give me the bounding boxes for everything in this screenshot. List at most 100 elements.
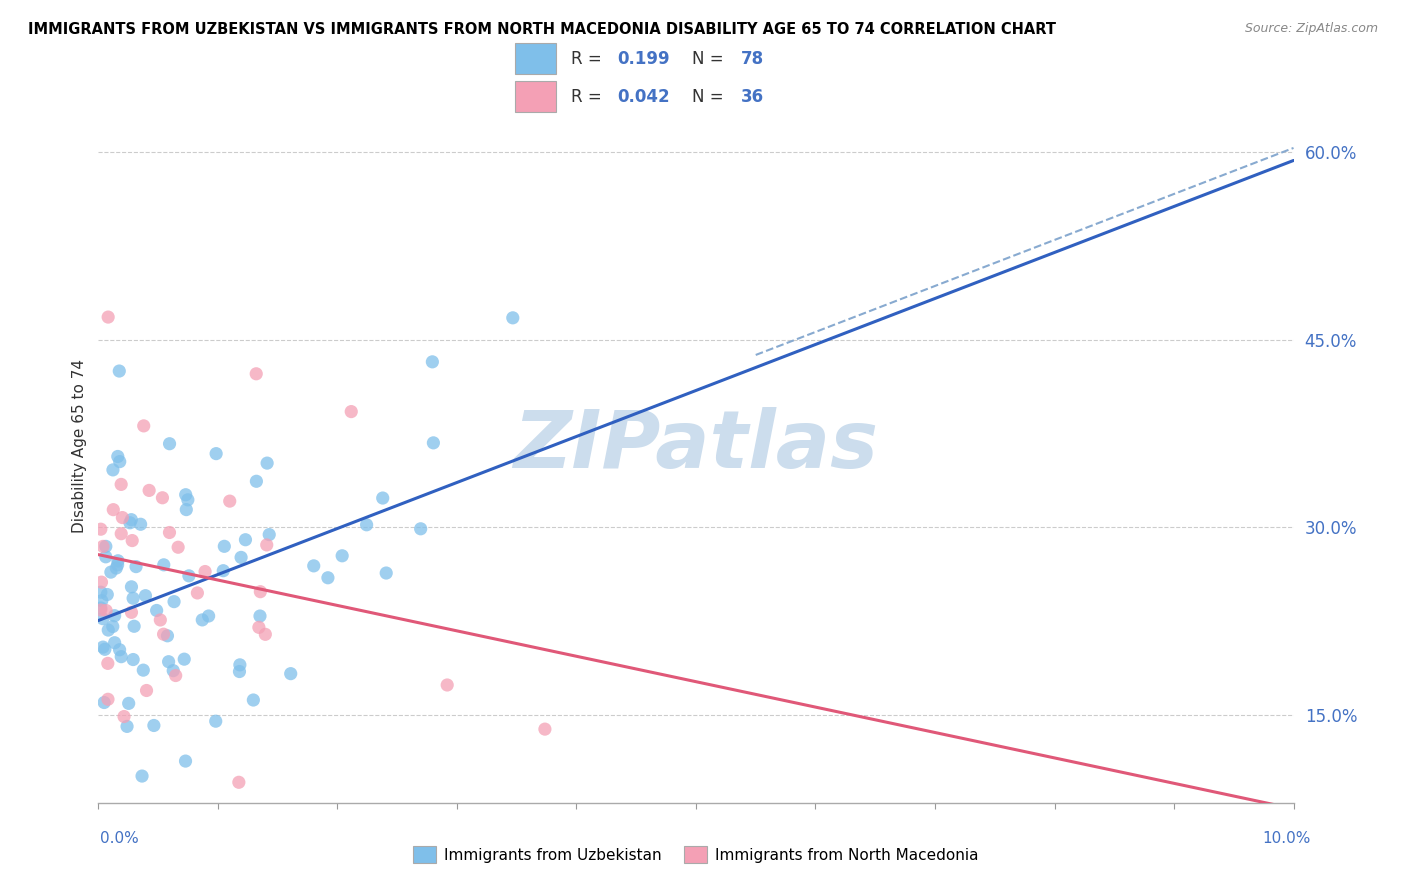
Point bbox=[157, 655, 180, 669]
Point bbox=[120, 580, 142, 594]
Point bbox=[91, 540, 114, 554]
Point bbox=[108, 642, 131, 657]
Point bbox=[108, 455, 131, 469]
Point bbox=[245, 475, 267, 489]
Text: ZIPatlas: ZIPatlas bbox=[513, 407, 879, 485]
Legend: Immigrants from Uzbekistan, Immigrants from North Macedonia: Immigrants from Uzbekistan, Immigrants f… bbox=[413, 847, 979, 863]
Point bbox=[110, 649, 132, 664]
Point bbox=[107, 554, 129, 568]
Point bbox=[280, 666, 302, 681]
Text: N =: N = bbox=[692, 87, 728, 105]
Text: 78: 78 bbox=[741, 50, 765, 68]
Point bbox=[204, 714, 226, 729]
Point bbox=[534, 722, 557, 736]
Point bbox=[409, 522, 432, 536]
Point bbox=[159, 525, 181, 540]
Point bbox=[125, 559, 148, 574]
Point bbox=[108, 364, 131, 378]
Point bbox=[121, 533, 143, 548]
Point bbox=[502, 310, 524, 325]
Point bbox=[100, 565, 122, 579]
Point bbox=[107, 558, 129, 572]
Point bbox=[165, 668, 187, 682]
Point bbox=[90, 575, 112, 590]
Point bbox=[256, 538, 278, 552]
Text: IMMIGRANTS FROM UZBEKISTAN VS IMMIGRANTS FROM NORTH MACEDONIA DISABILITY AGE 65 : IMMIGRANTS FROM UZBEKISTAN VS IMMIGRANTS… bbox=[28, 22, 1056, 37]
Point bbox=[186, 586, 208, 600]
Point bbox=[118, 697, 141, 711]
Point bbox=[375, 566, 398, 580]
Point bbox=[97, 692, 120, 706]
Text: 0.042: 0.042 bbox=[617, 87, 671, 105]
Point bbox=[96, 588, 118, 602]
Y-axis label: Disability Age 65 to 74: Disability Age 65 to 74 bbox=[72, 359, 87, 533]
Point bbox=[256, 456, 278, 470]
Point bbox=[110, 477, 132, 491]
Point bbox=[105, 561, 128, 575]
Point bbox=[214, 539, 236, 553]
Point bbox=[212, 564, 235, 578]
Point bbox=[97, 623, 120, 637]
Point bbox=[330, 549, 353, 563]
Point bbox=[101, 619, 124, 633]
Point bbox=[235, 533, 257, 547]
Point bbox=[104, 608, 127, 623]
Point bbox=[142, 718, 165, 732]
Point bbox=[118, 516, 141, 530]
Point bbox=[145, 603, 167, 617]
Point bbox=[122, 619, 145, 633]
Point bbox=[120, 513, 142, 527]
Point bbox=[129, 517, 152, 532]
Point bbox=[94, 603, 117, 617]
Point bbox=[149, 613, 172, 627]
Point bbox=[371, 491, 394, 505]
Point bbox=[167, 541, 190, 555]
Point bbox=[93, 696, 115, 710]
Point bbox=[218, 494, 240, 508]
Point bbox=[115, 719, 138, 733]
Point bbox=[340, 404, 363, 418]
Point bbox=[134, 589, 156, 603]
Point bbox=[121, 605, 143, 619]
Point bbox=[247, 620, 270, 634]
Point bbox=[90, 601, 112, 615]
Point bbox=[90, 603, 112, 617]
Point bbox=[97, 657, 120, 671]
Point bbox=[135, 683, 157, 698]
Point bbox=[94, 642, 117, 657]
Point bbox=[163, 594, 186, 608]
Point bbox=[257, 527, 280, 541]
Point bbox=[197, 609, 219, 624]
Point bbox=[159, 436, 181, 450]
Point bbox=[245, 367, 267, 381]
Point bbox=[162, 664, 184, 678]
Point bbox=[107, 450, 129, 464]
Point bbox=[174, 502, 197, 516]
Point bbox=[131, 769, 153, 783]
Text: R =: R = bbox=[571, 50, 607, 68]
Point bbox=[112, 709, 135, 723]
Point bbox=[132, 418, 155, 433]
Text: 0.0%: 0.0% bbox=[100, 831, 139, 847]
Point bbox=[254, 627, 277, 641]
Point bbox=[152, 627, 174, 641]
Point bbox=[152, 558, 174, 572]
Point bbox=[156, 629, 179, 643]
Text: 10.0%: 10.0% bbox=[1263, 831, 1310, 847]
Point bbox=[249, 609, 271, 624]
Point bbox=[97, 310, 120, 324]
Point bbox=[90, 522, 112, 536]
Point bbox=[91, 612, 114, 626]
Point bbox=[229, 657, 252, 672]
Point bbox=[228, 775, 250, 789]
Point bbox=[104, 636, 127, 650]
Point bbox=[177, 569, 200, 583]
Point bbox=[422, 355, 444, 369]
Point bbox=[122, 652, 145, 666]
Point bbox=[90, 593, 112, 607]
Point bbox=[94, 549, 117, 564]
Point bbox=[316, 571, 339, 585]
Point bbox=[103, 502, 125, 516]
Point bbox=[141, 825, 163, 839]
Point bbox=[174, 488, 197, 502]
